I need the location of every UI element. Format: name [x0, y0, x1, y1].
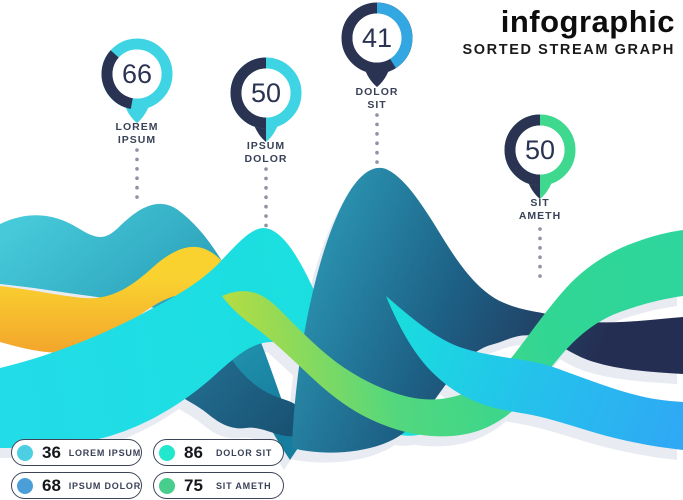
legend-value: 36 — [42, 442, 61, 462]
donut-center — [112, 49, 162, 99]
marker-value: 41 — [362, 23, 392, 53]
legend-value: 86 — [184, 442, 203, 462]
legend-dot-icon — [17, 477, 33, 494]
marker-value: 66 — [122, 59, 152, 89]
legend-item-sit-ameth: 75 SIT AMETH — [153, 472, 284, 499]
marker-pin-dolor-sit: 41 DOLOR SIT — [341, 2, 413, 111]
marker-label-line2: DOLOR — [245, 153, 288, 165]
stream-navy-wave — [292, 167, 683, 453]
legend-label: IPSUM DOLOR — [68, 480, 141, 491]
marker-label-line2: AMETH — [519, 210, 561, 222]
page-title: infographic — [500, 4, 675, 39]
legend-label: LOREM IPSUM — [68, 447, 141, 458]
marker-label-line2: SIT — [367, 99, 386, 111]
legend-value: 68 — [42, 475, 61, 495]
donut-arc — [504, 114, 541, 186]
stream-yellow-ribbon — [0, 246, 232, 353]
legend-dot-icon — [159, 444, 175, 461]
stream-green-ribbon — [222, 230, 683, 437]
donut-center — [241, 68, 291, 118]
marker-label-line2: IPSUM — [118, 134, 156, 146]
marker-label-line1: IPSUM — [247, 140, 285, 152]
legend: 36 LOREM IPSUM 68 IPSUM DOLOR 86 DOLOR S… — [11, 439, 284, 499]
donut-arc — [376, 2, 413, 69]
legend-item-dolor-sit: 86 DOLOR SIT — [153, 439, 284, 466]
legend-label: SIT AMETH — [216, 480, 272, 491]
marker-pin-sit-ameth: 50 SIT AMETH — [504, 114, 576, 222]
legend-item-ipsum-dolor: 68 IPSUM DOLOR — [11, 472, 142, 499]
legend-label: DOLOR SIT — [216, 447, 273, 458]
page-subtitle: SORTED STREAM GRAPH — [462, 41, 675, 58]
marker-label-line1: LOREM — [116, 121, 159, 133]
marker-label-line1: DOLOR — [356, 86, 399, 98]
marker-pin-lorem-ipsum: 66 LOREM IPSUM — [101, 38, 173, 146]
marker-pin-ipsum-dolor: 50 IPSUM DOLOR — [230, 57, 302, 165]
marker-label-line1: SIT — [530, 197, 549, 209]
legend-dot-icon — [159, 477, 175, 494]
stream-blue-ribbon — [386, 296, 683, 450]
donut-center — [515, 125, 565, 175]
marker-value: 50 — [251, 78, 281, 108]
legend-dot-icon — [17, 444, 33, 461]
donut-arc — [230, 57, 267, 129]
stream-cyan-hump — [0, 228, 436, 448]
marker-value: 50 — [525, 135, 555, 165]
header: infographic SORTED STREAM GRAPH — [462, 4, 675, 58]
donut-center — [352, 13, 402, 63]
legend-item-lorem-ipsum: 36 LOREM IPSUM — [11, 439, 142, 466]
legend-value: 75 — [184, 475, 203, 495]
donut-arc — [101, 50, 134, 109]
